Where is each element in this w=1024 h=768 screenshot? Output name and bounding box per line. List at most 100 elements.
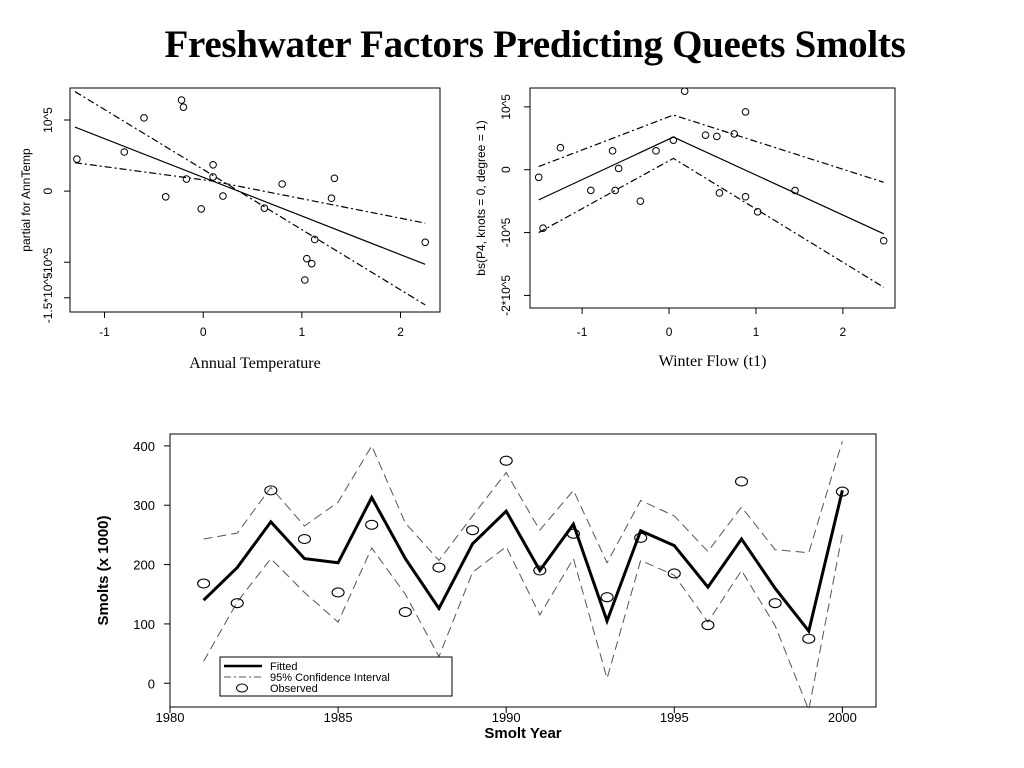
flow-data-point: [539, 224, 547, 232]
smolts-plot-frame: [169, 433, 877, 708]
temp-data-point: [209, 161, 217, 169]
temp-data-point: [310, 235, 319, 244]
flow-confidence-line: [538, 157, 885, 288]
observed-point: [701, 620, 715, 631]
legend-label: 95% Confidence Interval: [270, 672, 390, 684]
observed-point: [230, 598, 244, 609]
temp-data-point: [179, 103, 188, 111]
temp-data-point: [278, 180, 286, 188]
smolts-y-tick-label: 100: [133, 617, 155, 632]
flow-data-point: [614, 164, 623, 173]
observed-point: [835, 486, 849, 497]
flow-data-point: [730, 130, 739, 138]
confidence-interval-line: [203, 440, 843, 564]
temp-plot-frame: [69, 87, 441, 313]
observed-point: [197, 578, 211, 589]
flow-data-point: [741, 108, 750, 116]
temp-data-point: [177, 96, 186, 104]
temp-data-point: [161, 193, 170, 201]
temp-y-axis-label: partial for AnnTemp: [19, 148, 33, 252]
observed-point: [734, 476, 749, 487]
flow-data-point: [680, 87, 689, 95]
temp-data-point: [327, 194, 336, 203]
temp-y-tick-label: -10^5: [41, 247, 55, 277]
flow-x-tick-label: 1: [753, 325, 760, 339]
temp-data-point: [140, 114, 148, 122]
temp-y-tick-label: 0: [41, 187, 55, 194]
flow-data-point: [636, 197, 645, 205]
temp-fit-line: [74, 126, 426, 265]
temp-data-point: [219, 192, 227, 200]
flow-data-point: [556, 143, 565, 152]
temp-x-tick-label: 0: [200, 325, 207, 339]
flow-data-point: [701, 131, 710, 139]
legend-label: Fitted: [270, 661, 298, 673]
observed-point: [432, 562, 446, 573]
temp-data-point: [73, 155, 81, 163]
smolts-y-tick-label: 300: [133, 498, 155, 513]
flow-confidence-line: [538, 114, 884, 183]
smolts-x-tick-label: 1985: [324, 710, 353, 725]
flow-y-tick-label: 10^5: [499, 94, 513, 120]
flow-data-point: [611, 186, 619, 195]
temp-x-tick-label: -1: [99, 325, 110, 339]
temp-data-point: [421, 238, 430, 247]
temp-data-point: [182, 175, 191, 183]
flow-data-point: [753, 208, 762, 216]
flow-x-tick-label: 0: [666, 325, 673, 339]
flow-y-tick-label: -10^5: [499, 217, 513, 247]
smolts-y-tick-label: 400: [133, 439, 155, 454]
temp-x-tick-label: 2: [397, 325, 404, 339]
flow-x-tick-label: -1: [577, 325, 588, 339]
legend-observed-swatch: [236, 683, 248, 693]
smolts-x-tick-label: 2000: [828, 710, 857, 725]
temp-y-tick-label: 10^5: [41, 107, 55, 133]
legend-label: Observed: [270, 683, 318, 695]
page-title: Freshwater Factors Predicting Queets Smo…: [164, 23, 906, 66]
observed-point: [365, 519, 379, 530]
observed-point: [566, 528, 580, 539]
flow-y-tick-label: 0: [499, 166, 513, 173]
temp-data-point: [197, 205, 206, 213]
observed-point: [768, 598, 782, 609]
flow-data-point: [879, 236, 888, 245]
fitted-line: [202, 490, 844, 635]
temp-data-point: [301, 276, 309, 284]
flow-data-point: [652, 147, 660, 155]
flow-y-tick-label: -2*10^5: [499, 275, 513, 316]
temp-confidence-line: [74, 162, 426, 224]
temp-y-tick-label: -1.5*10^5: [41, 272, 55, 323]
observed-point: [398, 606, 412, 618]
flow-data-point: [534, 173, 543, 182]
flow-x-axis-label: Winter Flow (t1): [659, 353, 767, 370]
flow-data-point: [669, 136, 678, 144]
temp-data-point: [260, 204, 269, 212]
observed-point: [533, 565, 547, 576]
smolts-x-tick-label: 1990: [492, 710, 521, 725]
flow-data-point: [608, 147, 617, 155]
temp-data-point: [303, 254, 311, 263]
observed-point: [802, 633, 816, 644]
temp-data-point: [120, 148, 129, 156]
flow-data-point: [587, 186, 595, 195]
flow-data-point: [741, 192, 750, 201]
observed-point: [331, 587, 345, 598]
observed-point: [499, 455, 513, 466]
flow-y-axis-label: bs(P4, knots = 0, degree = 1): [474, 120, 488, 275]
observed-point: [264, 485, 278, 496]
smolts-y-tick-label: 200: [133, 558, 155, 573]
observed-point: [634, 532, 648, 543]
temp-confidence-line: [74, 91, 426, 306]
temp-x-tick-label: 1: [299, 325, 306, 339]
smolts-y-tick-label: 0: [148, 676, 155, 691]
temp-data-point: [330, 174, 339, 183]
flow-plot-frame: [529, 87, 896, 309]
observed-point: [600, 592, 614, 603]
smolts-x-axis-label: Smolt Year: [484, 725, 561, 742]
smolts-x-tick-label: 1995: [660, 710, 689, 725]
flow-fit-line: [538, 136, 884, 235]
observed-point: [466, 525, 480, 536]
temp-x-axis-label: Annual Temperature: [189, 355, 320, 372]
observed-point: [667, 568, 681, 579]
smolts-x-tick-label: 1980: [156, 710, 185, 725]
